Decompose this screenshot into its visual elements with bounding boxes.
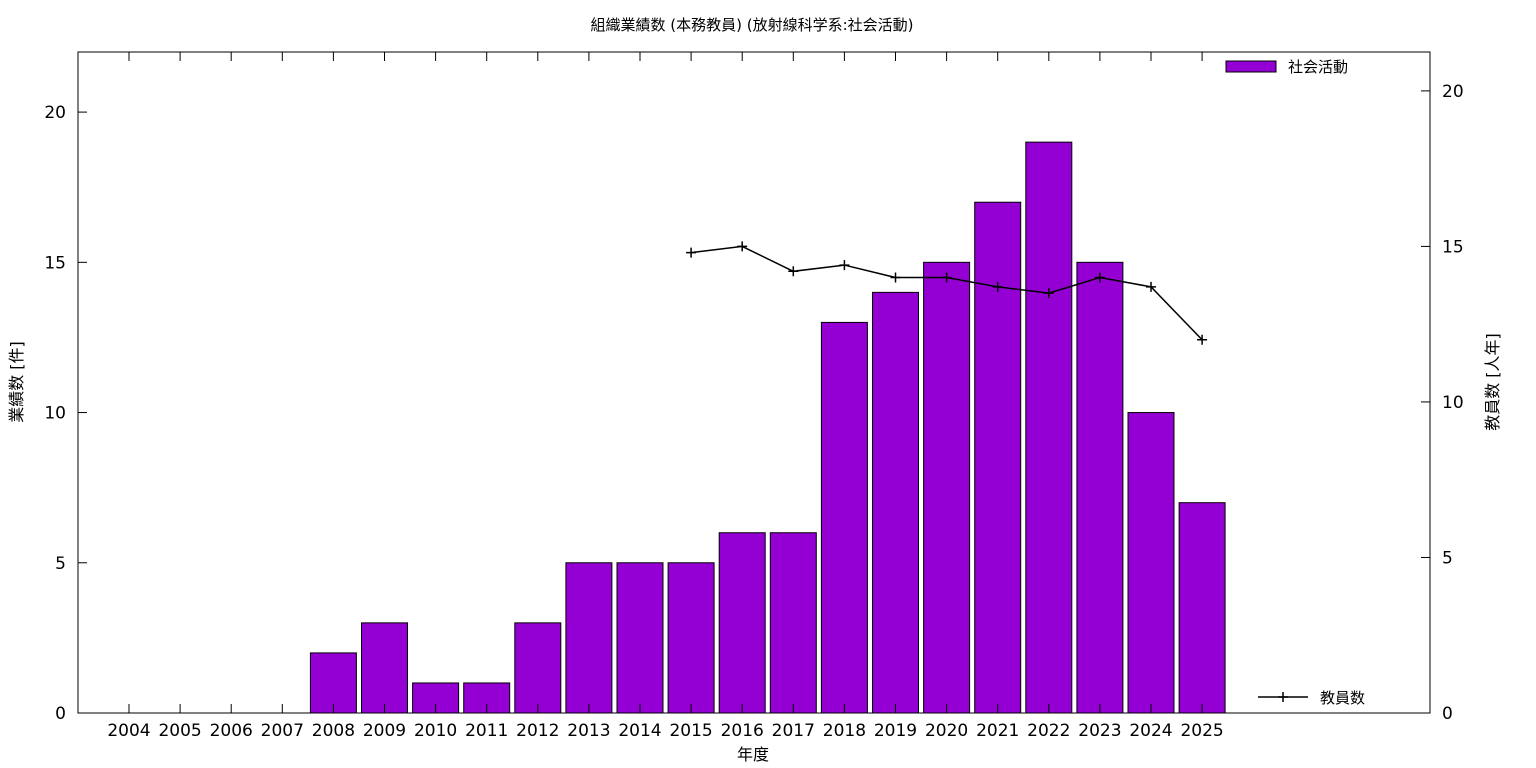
bar xyxy=(1025,141,1073,714)
legend-line-entry: 教員数 xyxy=(1258,689,1365,707)
x-tick-label: 2023 xyxy=(1078,721,1121,741)
legend-bar-entry: 社会活動 xyxy=(1225,58,1348,76)
y-tick-label: 15 xyxy=(44,253,66,273)
x-axis-label: 年度 xyxy=(737,745,769,764)
line-group xyxy=(686,241,1208,345)
x-tick-label: 2025 xyxy=(1180,721,1223,741)
x-tick-label: 2019 xyxy=(874,721,917,741)
line-point xyxy=(1146,281,1156,292)
x-tick-label: 2013 xyxy=(567,721,610,741)
y2-tick-label: 15 xyxy=(1442,237,1464,257)
y-tick-label: 5 xyxy=(55,554,66,574)
bar xyxy=(1178,502,1226,714)
legend-line-label: 教員数 xyxy=(1320,689,1365,707)
y2-tick-label: 5 xyxy=(1442,548,1453,568)
x-tick-label: 2017 xyxy=(772,721,815,741)
legend-line-marker xyxy=(1278,692,1288,702)
line-point xyxy=(992,281,1003,292)
x-tick-label: 2018 xyxy=(823,721,866,741)
bar xyxy=(361,622,408,714)
x-tick-label: 2024 xyxy=(1129,721,1172,741)
chart-title: 組織業績数 (本務教員) (放射線科学系:社会活動) xyxy=(590,16,913,34)
x-tick-label: 2011 xyxy=(465,721,508,741)
plot-frame xyxy=(77,51,1431,714)
x-tick-label: 2010 xyxy=(414,721,457,741)
bar xyxy=(923,261,971,714)
bar xyxy=(616,562,664,714)
x-tick-label: 2006 xyxy=(210,721,253,741)
legend-bar-swatch xyxy=(1225,60,1277,73)
bar xyxy=(1076,261,1124,714)
y2-tick-label: 10 xyxy=(1442,393,1464,413)
x-tick-label: 2015 xyxy=(669,721,712,741)
bar xyxy=(1127,412,1175,714)
x-tick-label: 2020 xyxy=(925,721,968,741)
bar xyxy=(565,562,613,714)
line-point xyxy=(788,266,799,277)
x-tick-label: 2008 xyxy=(312,721,355,741)
y2-tick-label: 20 xyxy=(1442,82,1464,102)
line-point xyxy=(1043,288,1054,299)
y2-tick-label: 0 xyxy=(1442,704,1453,724)
y-tick-label: 20 xyxy=(44,103,66,123)
x-tick-label: 2016 xyxy=(721,721,764,741)
bar xyxy=(872,291,919,714)
bar xyxy=(514,622,562,714)
legend-bar-label: 社会活動 xyxy=(1288,58,1348,76)
line-point xyxy=(686,247,697,258)
y-axis-label: 業績数 [件] xyxy=(7,341,26,423)
x-tick-label: 2009 xyxy=(363,721,406,741)
line-point xyxy=(941,272,952,283)
x-tick-label: 2021 xyxy=(976,721,1019,741)
line-point xyxy=(890,272,901,283)
line-point xyxy=(737,241,748,252)
bar xyxy=(667,562,715,714)
y2-axis-label: 教員数 [人年] xyxy=(1483,333,1502,431)
line-point xyxy=(1094,272,1105,283)
x-tick-label: 2005 xyxy=(158,721,201,741)
line-point xyxy=(839,260,850,271)
bars-group xyxy=(309,141,1226,714)
bar xyxy=(820,321,868,714)
x-tick-label: 2004 xyxy=(107,721,150,741)
y-tick-label: 10 xyxy=(44,404,66,424)
x-tick-label: 2022 xyxy=(1027,721,1070,741)
bar xyxy=(309,652,357,714)
line-point xyxy=(1197,334,1208,345)
bar xyxy=(974,201,1022,714)
bar xyxy=(769,532,817,714)
bar xyxy=(718,532,766,714)
y-tick-label: 0 xyxy=(55,704,66,724)
x-tick-label: 2012 xyxy=(516,721,559,741)
x-tick-label: 2007 xyxy=(261,721,304,741)
x-tick-label: 2014 xyxy=(618,721,661,741)
